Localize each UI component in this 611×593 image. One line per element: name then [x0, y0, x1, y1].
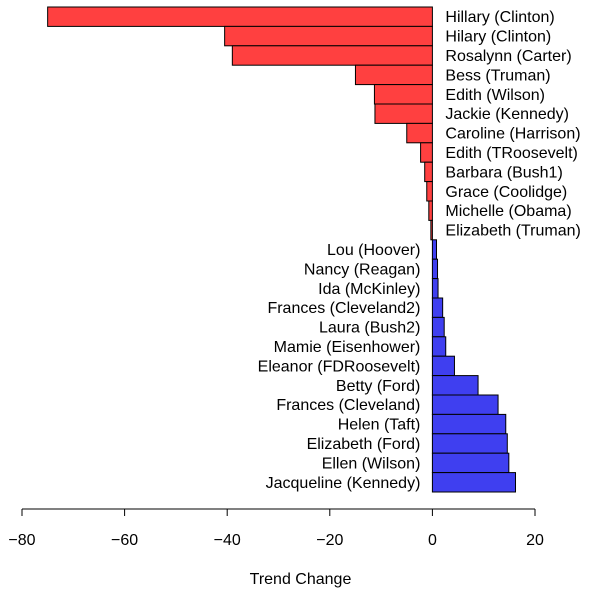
- bar-hilary-clinton: [224, 25, 433, 47]
- bar-hillary-clinton: [47, 6, 433, 27]
- category-label-michelle-obama: Michelle (Obama): [445, 203, 571, 220]
- bar-elizabeth-ford: [431, 433, 508, 454]
- category-label-edith-wilson: Edith (Wilson): [445, 87, 545, 104]
- bar-laura-bush2: [431, 316, 445, 338]
- x-tick-label: −60: [111, 532, 138, 549]
- bar-edith-wilson: [373, 84, 433, 105]
- category-label-nancy-reagan: Nancy (Reagan): [304, 261, 421, 278]
- bar-jackie-kennedy: [374, 103, 433, 124]
- bar-barbara-bush1: [424, 161, 433, 183]
- category-label-helen-taft: Helen (Taft): [338, 417, 421, 434]
- category-label-ida-mckinley: Ida (McKinley): [318, 281, 420, 298]
- bar-michelle-obama: [428, 200, 433, 221]
- category-label-mamie-eisenhower: Mamie (Eisenhower): [274, 339, 421, 356]
- category-label-laura-bush2: Laura (Bush2): [319, 320, 420, 337]
- category-label-elizabeth-ford: Elizabeth (Ford): [307, 436, 421, 453]
- bar-lou-hoover: [431, 239, 438, 260]
- x-tick-label: 20: [526, 532, 544, 549]
- category-label-edith-troosevelt: Edith (TRoosevelt): [445, 145, 578, 162]
- bar-betty-ford: [431, 375, 479, 396]
- bar-eleanor-fdroosevelt: [431, 355, 455, 377]
- bar-ellen-wilson: [431, 452, 510, 474]
- x-tick-label: 0: [428, 532, 437, 549]
- bar-nancy-reagan: [431, 258, 439, 280]
- category-labels-group: Hillary (Clinton) Hilary (Clinton) Rosalyn…: [258, 9, 581, 492]
- bar-mamie-eisenhower: [431, 336, 447, 357]
- bar-rosalynn-carter: [231, 45, 433, 66]
- bar-caroline-harrison: [406, 122, 433, 144]
- category-label-ellen-wilson: Ellen (Wilson): [322, 455, 421, 472]
- category-label-betty-ford: Betty (Ford): [336, 378, 420, 395]
- category-label-elizabeth-truman: Elizabeth (Truman): [445, 223, 580, 240]
- category-label-bess-truman: Bess (Truman): [445, 67, 550, 84]
- bar-frances-cleveland: [431, 394, 499, 415]
- category-label-lou-hoover: Lou (Hoover): [327, 242, 420, 259]
- category-label-rosalynn-carter: Rosalynn (Carter): [445, 48, 571, 65]
- bar-grace-coolidge: [426, 181, 433, 202]
- bar-bess-truman: [354, 64, 433, 86]
- category-label-caroline-harrison: Caroline (Harrison): [445, 126, 580, 143]
- x-tick-label: −20: [316, 532, 343, 549]
- bar-edith-troosevelt: [420, 142, 433, 163]
- category-label-eleanor-fdroosevelt: Eleanor (FDRoosevelt): [258, 358, 421, 375]
- category-label-jacqueline-kennedy: Jacqueline (Kennedy): [266, 475, 421, 492]
- x-tick-label: −80: [8, 532, 35, 549]
- bar-ida-mckinley: [431, 278, 439, 299]
- category-label-grace-coolidge: Grace (Coolidge): [445, 184, 567, 201]
- category-label-jackie-kennedy: Jackie (Kennedy): [445, 106, 569, 123]
- x-axis-title: Trend Change: [250, 571, 352, 588]
- bar-frances-cleveland2: [431, 297, 444, 318]
- category-label-barbara-bush1: Barbara (Bush1): [445, 164, 562, 181]
- bar-helen-taft: [431, 413, 507, 435]
- bar-jacqueline-kennedy: [431, 472, 517, 493]
- category-label-hillary-clinton: Hillary (Clinton): [445, 9, 554, 26]
- bar-elizabeth-truman: [430, 219, 433, 241]
- category-label-hilary-clinton: Hilary (Clinton): [445, 29, 551, 46]
- category-label-frances-cleveland: Frances (Cleveland): [276, 397, 420, 414]
- x-tick-label: −40: [214, 532, 241, 549]
- bars-group: [47, 6, 517, 493]
- category-label-frances-cleveland2: Frances (Cleveland2): [267, 300, 420, 317]
- x-axis: −80 −60 −40 −20 0 20: [8, 508, 544, 549]
